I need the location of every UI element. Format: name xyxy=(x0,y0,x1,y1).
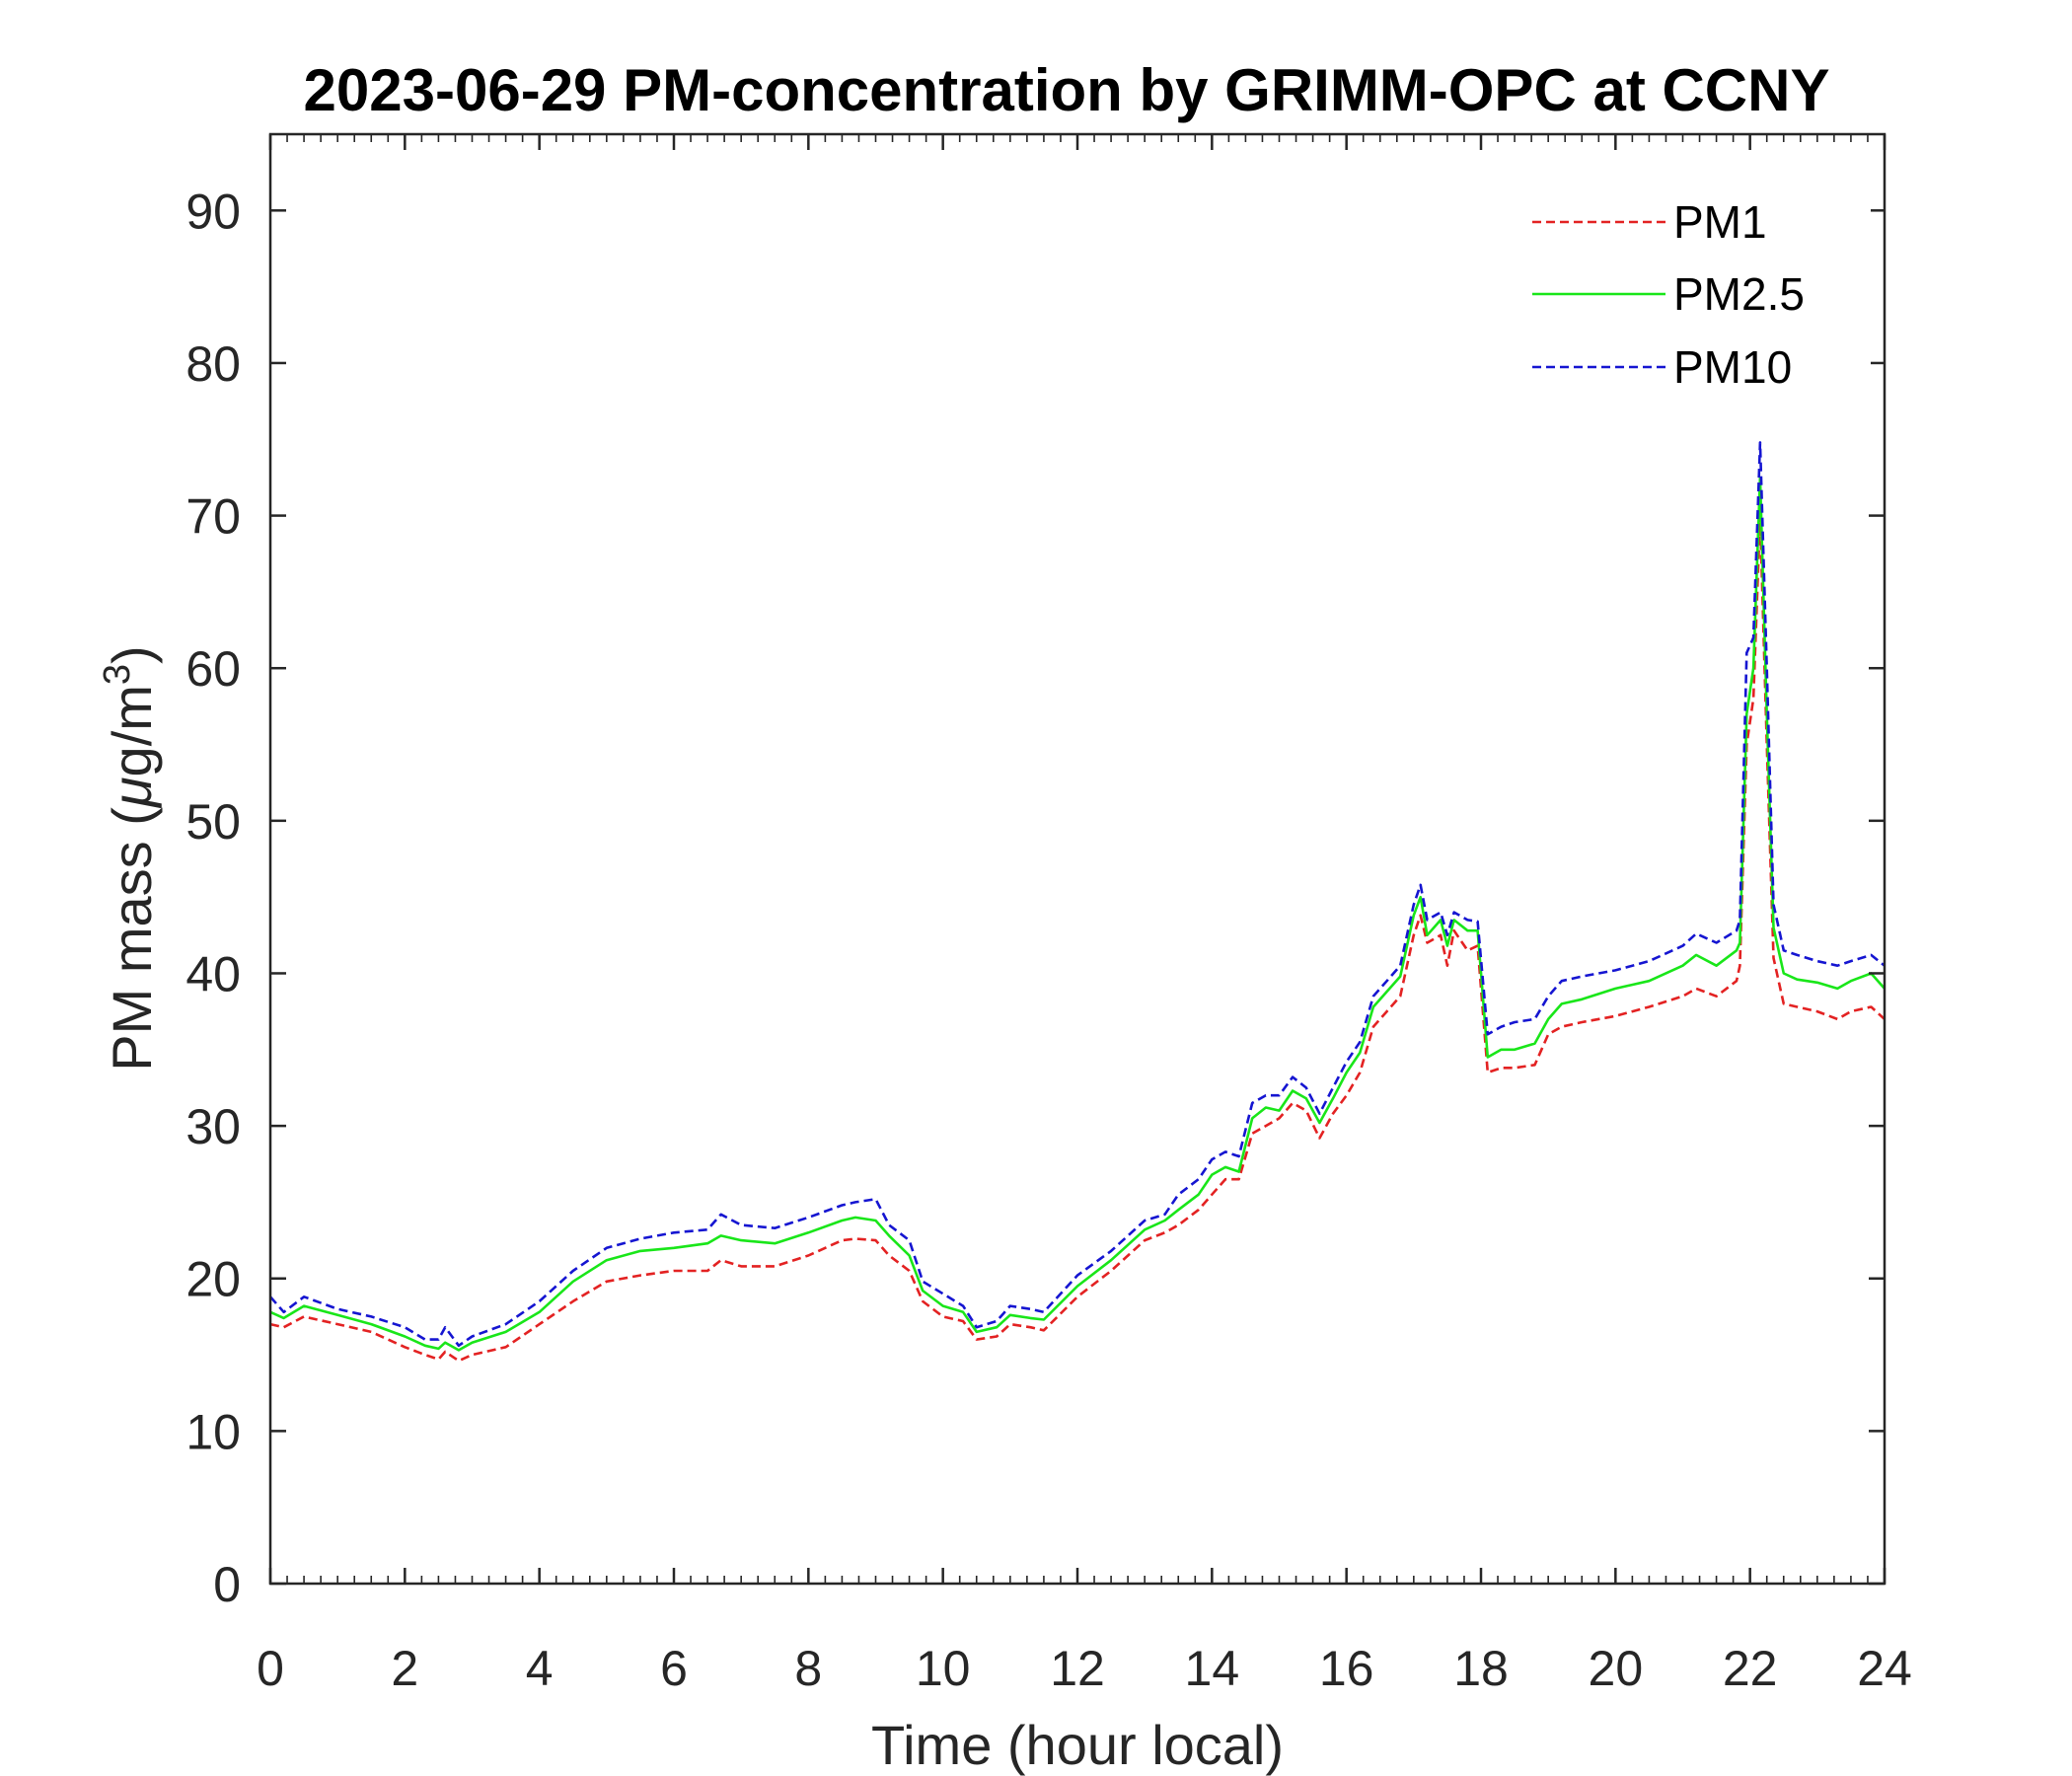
y-axis-label-close: ) xyxy=(101,645,163,664)
legend-label-pm1: PM1 xyxy=(1673,196,1767,248)
x-tick-label: 10 xyxy=(916,1641,971,1696)
series-line-pm10 xyxy=(269,441,1886,1348)
chart-title: 2023-06-29 PM-concentration by GRIMM-OPC… xyxy=(304,57,1830,123)
y-tick-label: 10 xyxy=(185,1404,241,1459)
tick-layer xyxy=(268,134,1887,1586)
y-axis-label-superscript: 3 xyxy=(97,664,138,685)
y-tick-label: 30 xyxy=(185,1099,241,1154)
y-tick-label: 90 xyxy=(185,184,241,239)
x-tick-label: 14 xyxy=(1185,1641,1240,1696)
x-tick-label: 2 xyxy=(391,1641,418,1696)
y-tick-label: 70 xyxy=(185,489,241,545)
legend-label-pm10: PM10 xyxy=(1673,341,1792,393)
y-axis-label-main: PM mass ( xyxy=(101,807,163,1072)
series-line-pm1 xyxy=(269,514,1886,1363)
series-layer xyxy=(269,441,1886,1363)
x-tick-label: 8 xyxy=(794,1641,822,1696)
x-tick-label: 6 xyxy=(660,1641,688,1696)
x-tick-label: 16 xyxy=(1319,1641,1374,1696)
y-tick-label: 80 xyxy=(185,336,241,392)
y-tick-label: 60 xyxy=(185,641,241,697)
y-tick-label: 0 xyxy=(213,1557,241,1612)
y-tick-label: 20 xyxy=(185,1252,241,1307)
x-axis-label: Time (hour local) xyxy=(871,1714,1284,1776)
legend-label-pm2-5: PM2.5 xyxy=(1673,268,1805,320)
legend: PM1 PM2.5 PM10 xyxy=(1517,180,1871,405)
x-tick-label: 0 xyxy=(257,1641,284,1696)
y-axis-label: PM mass (μg/m3) xyxy=(97,645,163,1071)
y-axis-label-unit: g/m xyxy=(101,685,163,777)
series-line-pm2-5 xyxy=(269,476,1886,1352)
x-tick-label: 12 xyxy=(1050,1641,1105,1696)
x-tick-label: 22 xyxy=(1723,1641,1778,1696)
x-tick-label: 4 xyxy=(526,1641,554,1696)
x-tick-label: 24 xyxy=(1857,1641,1912,1696)
y-axis-label-mu: μ xyxy=(101,777,163,809)
x-tick-label: 18 xyxy=(1453,1641,1509,1696)
y-tick-label: 50 xyxy=(185,794,241,850)
x-tick-label: 20 xyxy=(1589,1641,1644,1696)
y-tick-label: 40 xyxy=(185,946,241,1001)
